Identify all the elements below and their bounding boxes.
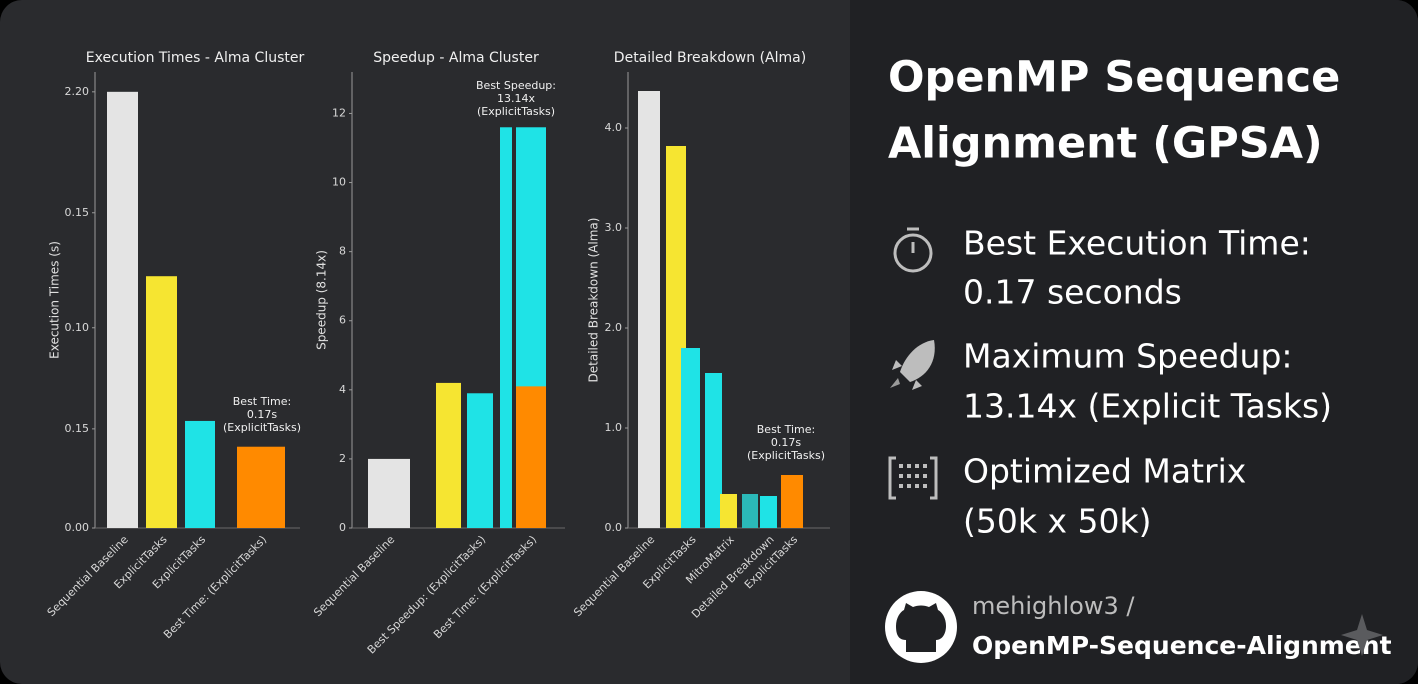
y-tick-label: 4.0 xyxy=(605,121,623,134)
bar xyxy=(681,348,700,528)
chart-title: Speedup - Alma Cluster xyxy=(373,50,539,66)
bar xyxy=(436,382,461,528)
y-tick-label: 2 xyxy=(339,452,346,465)
y-tick-label: 2.0 xyxy=(605,321,623,334)
annotation: 0.17s xyxy=(247,408,277,421)
y-axis-label: Execution Times (s) xyxy=(48,241,62,359)
chart-title: Detailed Breakdown (Alma) xyxy=(614,50,806,66)
annotation: 0.17s xyxy=(771,436,801,449)
side-panel xyxy=(850,0,1418,684)
timer-icon xyxy=(893,227,933,273)
info-panel: OpenMP Sequence Alignment (GPSA) Best Ex… xyxy=(885,53,1392,663)
y-axis-label: Detailed Breakdown (Alma) xyxy=(587,218,601,383)
matrix-icon xyxy=(888,456,938,500)
y-tick-label: 0.00 xyxy=(65,521,90,534)
annotation: Best Time: xyxy=(233,395,291,408)
repo-owner: mehighlow3 / xyxy=(972,592,1135,620)
bar xyxy=(146,276,177,528)
bar xyxy=(781,475,803,528)
item-text: 0.17 seconds xyxy=(963,273,1182,312)
bar xyxy=(107,91,138,529)
bar xyxy=(467,393,493,528)
bar xyxy=(760,496,777,528)
sparkle-icon xyxy=(1341,614,1383,656)
annotation: (ExplicitTasks) xyxy=(477,105,555,118)
rocket-icon xyxy=(890,340,935,390)
y-tick-label: 1.0 xyxy=(605,421,623,434)
y-tick-label: 0.15 xyxy=(65,422,90,435)
repo-name: OpenMP-Sequence-Alignment xyxy=(972,631,1392,660)
y-tick-label: 0.0 xyxy=(605,521,623,534)
bar xyxy=(185,420,215,528)
annotation: 13.14x xyxy=(497,92,535,105)
y-tick-label: 10 xyxy=(332,176,346,189)
bar-overlay xyxy=(516,386,546,528)
annotation: (ExplicitTasks) xyxy=(747,449,825,462)
bar xyxy=(705,373,722,528)
chart-title: Execution Times - Alma Cluster xyxy=(86,50,305,66)
item-text: (50k x 50k) xyxy=(963,502,1151,541)
y-axis-label: Speedup (8.14x) xyxy=(315,250,329,350)
y-tick-label: 6 xyxy=(339,314,346,327)
bar xyxy=(742,494,758,528)
bar xyxy=(237,446,285,528)
item-text: Best Execution Time: xyxy=(963,224,1311,263)
github-icon xyxy=(885,591,957,663)
y-tick-label: 3.0 xyxy=(605,221,623,234)
y-tick-label: 8 xyxy=(339,245,346,258)
item-text: Optimized Matrix xyxy=(963,452,1246,491)
bar xyxy=(720,494,737,528)
y-tick-label: 0.10 xyxy=(65,321,90,334)
item-text: 13.14x (Explicit Tasks) xyxy=(963,387,1332,426)
panel-title: Alignment (GPSA) xyxy=(888,119,1323,169)
item-text: Maximum Speedup: xyxy=(963,337,1293,376)
annotation: Best Time: xyxy=(757,423,815,436)
annotation: (ExplicitTasks) xyxy=(223,421,301,434)
bar xyxy=(638,91,660,528)
y-tick-label: 12 xyxy=(332,106,346,119)
y-tick-label: 0 xyxy=(339,521,346,534)
annotation: Best Speedup: xyxy=(476,79,556,92)
y-tick-label: 4 xyxy=(339,383,346,396)
bar xyxy=(368,458,410,528)
y-tick-label: 2.20 xyxy=(65,85,90,98)
y-tick-label: 0.15 xyxy=(65,206,90,219)
panel-title: OpenMP Sequence xyxy=(888,53,1340,103)
bar xyxy=(500,127,512,528)
